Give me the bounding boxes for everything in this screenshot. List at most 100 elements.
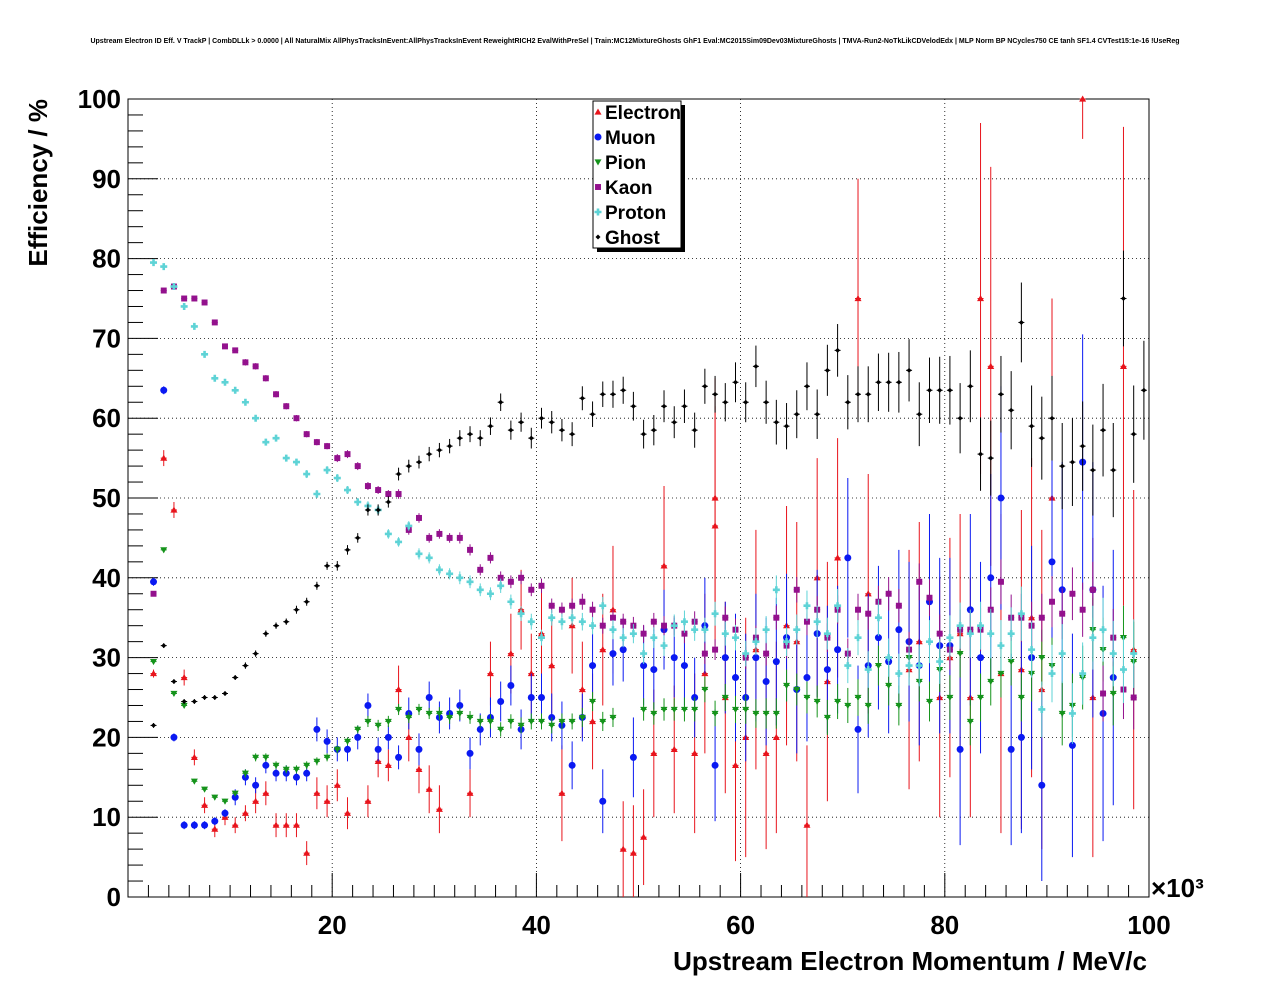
electron-point — [609, 606, 617, 613]
muon-point — [303, 769, 311, 777]
proton-point — [507, 598, 515, 606]
proton-point — [517, 610, 525, 618]
muon-point — [1048, 558, 1056, 566]
ghost-point — [508, 427, 514, 433]
ghost-point — [967, 383, 973, 389]
pion-point — [844, 702, 852, 709]
proton-point — [640, 650, 648, 658]
pion-point — [241, 770, 249, 777]
pion-point — [282, 766, 290, 773]
muon-point — [987, 574, 995, 582]
proton-point — [650, 634, 658, 642]
ghost-point — [702, 383, 708, 389]
kaon-point — [211, 319, 218, 326]
ghost-point — [273, 623, 279, 629]
ghost-point — [579, 395, 585, 401]
muon-point — [395, 753, 403, 761]
ghost-point — [1018, 319, 1024, 325]
kaon-point — [1100, 690, 1107, 697]
ghost-point — [436, 447, 442, 453]
x-tick-label: 60 — [726, 910, 755, 940]
kaon-point — [201, 299, 208, 306]
pion-point — [1109, 690, 1117, 698]
muon-point — [609, 650, 617, 658]
pion-point — [772, 710, 780, 717]
proton-point — [966, 630, 974, 638]
electron-point — [507, 650, 515, 657]
series-proton — [150, 259, 1138, 744]
ghost-point — [528, 435, 534, 441]
electron-point — [527, 670, 535, 677]
proton-point — [170, 283, 178, 291]
proton-point — [272, 434, 280, 442]
proton-point — [486, 590, 494, 598]
ghost-point — [865, 391, 871, 397]
proton-point — [190, 322, 198, 330]
kaon-point — [936, 630, 943, 637]
ghost-point — [569, 431, 575, 437]
electron-point — [558, 789, 566, 796]
ghost-point — [447, 443, 453, 449]
kaon-point — [712, 646, 719, 653]
pion-point — [578, 714, 586, 721]
electron-point — [599, 646, 607, 653]
kaon-point — [620, 618, 627, 625]
proton-point — [752, 638, 760, 646]
pion-point — [997, 670, 1005, 678]
muon-point — [354, 733, 362, 741]
electron-point — [803, 821, 811, 828]
kaon-point — [569, 602, 576, 609]
ghost-point — [222, 691, 228, 697]
proton-point — [885, 654, 893, 662]
kaon-point — [599, 622, 606, 629]
pion-point — [170, 690, 178, 698]
proton-point — [609, 626, 617, 634]
muon-point — [456, 701, 464, 709]
pion-point — [558, 718, 566, 725]
legend-label-ghost: Ghost — [605, 228, 661, 249]
electron-point — [425, 785, 433, 792]
proton-point — [160, 263, 168, 271]
pion-point — [1058, 710, 1066, 717]
muon-point — [272, 769, 280, 777]
ghost-point — [590, 411, 596, 417]
electron-point — [772, 733, 780, 741]
y-tick-label: 50 — [92, 483, 121, 513]
kaon-point — [334, 455, 341, 462]
proton-point — [527, 618, 535, 626]
muon-point — [731, 674, 739, 682]
electron-point — [977, 295, 985, 302]
proton-point — [1028, 646, 1036, 654]
kaon-point — [273, 391, 280, 398]
kaon-point — [895, 602, 902, 609]
pion-point — [670, 706, 678, 713]
ghost-point — [784, 423, 790, 429]
muon-point — [415, 745, 423, 753]
electron-point — [405, 733, 413, 741]
proton-point — [466, 578, 474, 586]
proton-point — [425, 554, 433, 562]
pion-point — [1007, 658, 1015, 666]
muon-point — [180, 821, 188, 829]
ghost-point — [161, 643, 167, 649]
kaon-point — [610, 614, 616, 621]
proton-point — [701, 626, 709, 634]
muon-point — [834, 646, 842, 654]
electron-point — [211, 825, 219, 832]
kaon-point — [803, 618, 810, 625]
kaon-point — [681, 630, 688, 637]
muon-point — [854, 725, 862, 733]
pion-point — [497, 726, 505, 733]
kaon-point — [916, 578, 923, 585]
ghost-point — [293, 607, 299, 613]
pion-point — [446, 714, 454, 721]
kaon-point — [262, 375, 269, 382]
pion-point — [793, 686, 801, 694]
pion-point — [538, 718, 546, 725]
legend-label-proton: Proton — [605, 203, 666, 224]
legend-marker-muon — [594, 133, 602, 141]
pion-point — [323, 754, 331, 761]
legend-box — [592, 100, 682, 249]
legend-label-muon: Muon — [605, 128, 656, 149]
proton-point — [915, 662, 923, 670]
